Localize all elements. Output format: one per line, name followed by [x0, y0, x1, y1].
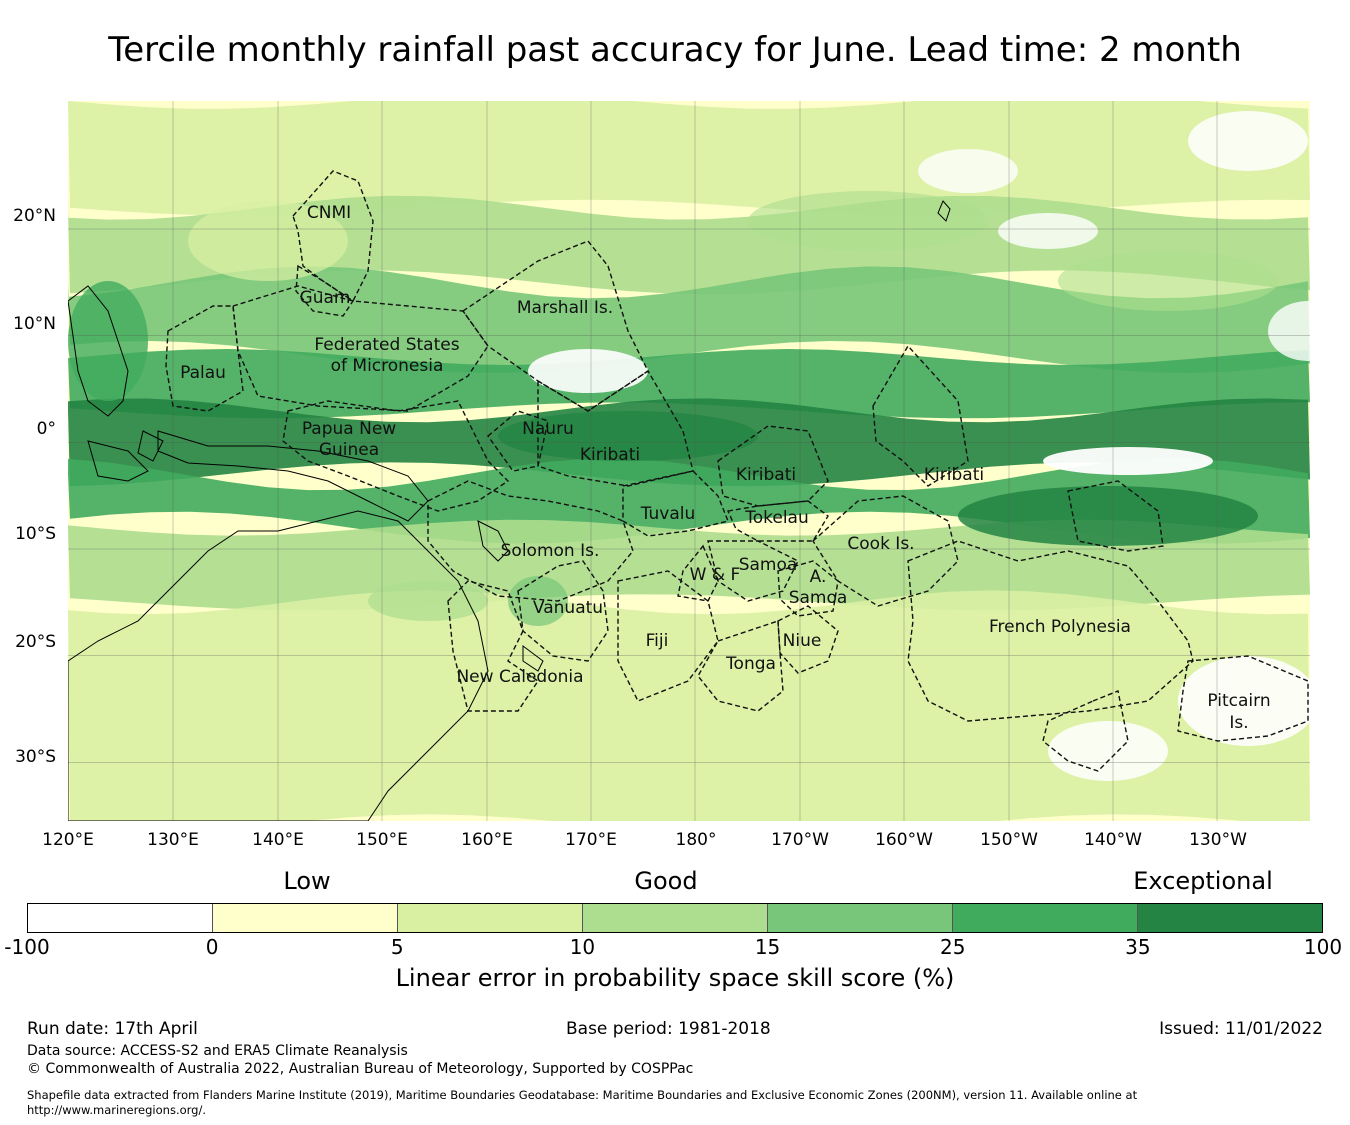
- region-label: Nauru: [522, 419, 574, 439]
- longitude-tick-label: 170°E: [565, 830, 617, 850]
- region-label: Federated States: [314, 335, 459, 355]
- region-label: Samoa: [739, 555, 798, 575]
- skill-band: [68, 266, 1310, 373]
- run-date: Run date: 17th April: [27, 1019, 198, 1039]
- colorbar: [27, 903, 1323, 933]
- region-label: Samoa: [789, 588, 848, 608]
- region-label: French Polynesia: [989, 617, 1131, 637]
- skill-band: [68, 101, 1310, 216]
- longitude-tick-label: 150°W: [980, 830, 1038, 850]
- colorbar-tick-label: 25: [939, 935, 966, 959]
- region-label: Cook Is.: [847, 534, 914, 554]
- region-label: W & F: [690, 565, 741, 585]
- skill-band: [68, 195, 1310, 295]
- shapefile-credit-link[interactable]: http://www.marineregions.org/.: [27, 1103, 206, 1117]
- skill-band: [68, 349, 1310, 419]
- longitude-tick-label: 120°E: [42, 830, 94, 850]
- longitude-tick-label: 140°E: [252, 830, 304, 850]
- colorbar-tick-label: 35: [1125, 935, 1151, 959]
- skill-band: [68, 458, 1310, 544]
- region-label: Vanuatu: [533, 598, 603, 618]
- copyright: © Commonwealth of Australia 2022, Austra…: [27, 1061, 694, 1077]
- colorbar-tick-label: 5: [390, 935, 404, 959]
- longitude-tick-label: 160°W: [875, 830, 933, 850]
- colorbar-tick-label: 0: [205, 935, 219, 959]
- legend-category-exceptional: Exceptional: [1133, 867, 1273, 895]
- skill-band: [68, 519, 1310, 611]
- latitude-tick-label: 30°S: [15, 747, 56, 767]
- region-label: Tokelau: [744, 508, 809, 528]
- latitude-tick-label: 10°N: [13, 314, 56, 334]
- shapefile-credit: Shapefile data extracted from Flanders M…: [27, 1088, 1137, 1118]
- colorbar-segment: [767, 904, 952, 932]
- longitude-tick-label: 180°: [675, 830, 717, 850]
- graticule: [68, 101, 1310, 821]
- legend-category-low: Low: [283, 867, 331, 895]
- region-label: Papua New: [302, 419, 396, 439]
- region-label: Niue: [783, 631, 822, 651]
- colorbar-segment: [582, 904, 767, 932]
- colorbar-tick-label: 10: [569, 935, 596, 959]
- region-label: Is.: [1229, 713, 1248, 733]
- region-label: Marshall Is.: [517, 298, 613, 318]
- skill-bands: [68, 101, 1310, 821]
- colorbar-segment: [212, 904, 397, 932]
- region-label: Kiribati: [736, 465, 796, 485]
- region-label: Fiji: [646, 631, 669, 651]
- low-skill-patches: [528, 111, 1310, 781]
- region-label: Kiribati: [580, 445, 640, 465]
- longitude-tick-label: 150°E: [356, 830, 408, 850]
- region-label: Solomon Is.: [501, 541, 600, 561]
- eez-boundaries: [165, 170, 1309, 772]
- colorbar-segment: [28, 904, 212, 932]
- region-label: Palau: [180, 363, 226, 383]
- colorbar-segment: [397, 904, 582, 932]
- longitude-tick-label: 130°W: [1189, 830, 1247, 850]
- legend-category-good: Good: [634, 867, 698, 895]
- base-period: Base period: 1981-2018: [566, 1019, 771, 1039]
- chart-title: Tercile monthly rainfall past accuracy f…: [108, 30, 1242, 70]
- region-label: CNMI: [307, 203, 351, 223]
- issued-date: Issued: 11/01/2022: [1159, 1019, 1323, 1039]
- colorbar-segment: [952, 904, 1137, 932]
- region-label: Guam: [300, 288, 351, 308]
- data-source: Data source: ACCESS-S2 and ERA5 Climate …: [27, 1043, 408, 1059]
- longitude-tick-label: 140°W: [1084, 830, 1142, 850]
- region-label: A.: [810, 567, 827, 587]
- colorbar-title: Linear error in probability space skill …: [395, 964, 955, 992]
- region-label: New Caledonia: [456, 667, 583, 687]
- longitude-tick-label: 130°E: [147, 830, 199, 850]
- colorbar-tick-label: -100: [4, 935, 50, 959]
- region-label: of Micronesia: [331, 356, 444, 376]
- latitude-tick-label: 20°N: [13, 206, 56, 226]
- skill-band: [68, 590, 1310, 821]
- colorbar-tick-label: 100: [1303, 935, 1343, 959]
- region-label: Kiribati: [924, 465, 984, 485]
- region-label: Tuvalu: [640, 504, 696, 524]
- colorbar-segment: [1137, 904, 1322, 932]
- latitude-tick-label: 0°: [36, 419, 56, 439]
- shapefile-credit-line-1: Shapefile data extracted from Flanders M…: [27, 1088, 1138, 1102]
- region-label: Tonga: [725, 654, 776, 674]
- longitude-tick-label: 160°E: [461, 830, 513, 850]
- latitude-tick-label: 20°S: [15, 632, 56, 652]
- colorbar-tick-label: 15: [754, 935, 781, 959]
- longitude-tick-label: 170°W: [771, 830, 829, 850]
- region-label: Guinea: [319, 440, 379, 460]
- latitude-tick-label: 10°S: [15, 524, 56, 544]
- region-label: Pitcairn: [1207, 691, 1270, 711]
- coastlines: [68, 200, 951, 821]
